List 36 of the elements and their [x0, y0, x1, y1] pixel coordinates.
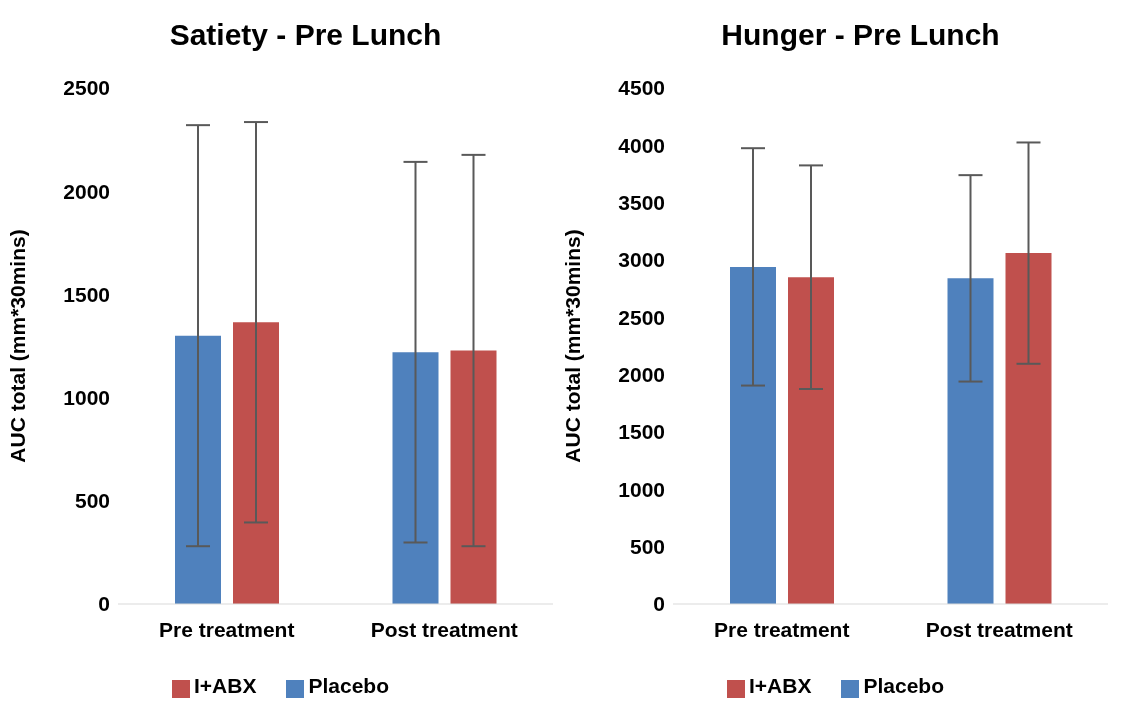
legend-label: Placebo	[308, 674, 389, 697]
legend-label: I+ABX	[194, 674, 257, 697]
bar	[788, 277, 834, 604]
y-tick-label: 500	[74, 489, 110, 513]
y-tick-label: 1000	[63, 386, 110, 410]
y-tick-label: 4500	[618, 76, 665, 100]
chart-title: Hunger - Pre Lunch	[720, 18, 1001, 53]
bar	[730, 266, 776, 604]
y-tick-label: 500	[629, 535, 665, 559]
y-tick-label: 3000	[618, 248, 665, 272]
bar	[233, 322, 279, 604]
y-tick-label: 2000	[63, 179, 110, 203]
legend-label: I+ABX	[749, 674, 812, 697]
y-tick-label: 1500	[618, 420, 665, 444]
y-axis-title: AUC total (mm*30mins)	[6, 229, 30, 463]
bar	[392, 352, 439, 604]
y-axis-title: AUC total (mm*30mins)	[561, 229, 585, 463]
y-tick-label: 1500	[63, 282, 110, 306]
y-tick-label: 0	[653, 592, 665, 616]
x-tick-label: Pre treatment	[714, 617, 850, 641]
y-tick-label: 2500	[618, 305, 665, 329]
y-tick-label: 0	[98, 592, 110, 616]
chart-title: Satiety - Pre Lunch	[168, 18, 443, 53]
x-tick-label: Pre treatment	[159, 617, 295, 641]
bar	[947, 278, 994, 604]
legend-label: Placebo	[863, 674, 944, 697]
y-tick-label: 1000	[618, 477, 665, 501]
x-tick-label: Post treatment	[925, 617, 1073, 641]
y-tick-label: 3500	[618, 191, 665, 215]
x-tick-label: Post treatment	[370, 617, 518, 641]
y-tick-label: 4000	[618, 133, 665, 157]
y-tick-label: 2000	[618, 363, 665, 387]
y-tick-label: 2500	[63, 76, 110, 100]
bar	[175, 335, 221, 604]
bar	[450, 350, 497, 604]
bar	[1005, 253, 1052, 604]
